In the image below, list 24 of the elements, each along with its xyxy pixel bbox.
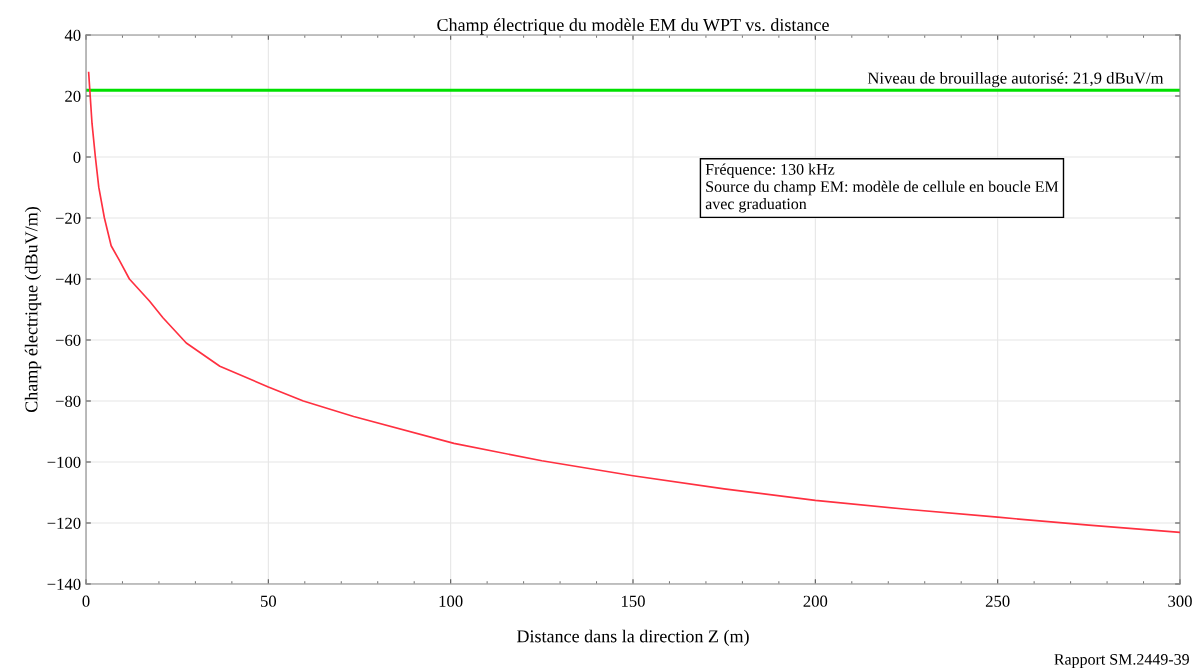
y-tick-label: 40 — [64, 29, 81, 41]
y-tick-label: −100 — [47, 456, 81, 468]
y-tick-label: −40 — [55, 273, 81, 285]
x-tick-label: 150 — [621, 595, 645, 607]
y-tick-label: 20 — [65, 90, 81, 102]
y-tick-label: −140 — [47, 578, 81, 590]
x-tick-label: 50 — [260, 595, 277, 607]
text: Rapport SM.2449-39 — [1054, 654, 1189, 668]
ref-line-label: Niveau de brouillage autorisé: 21,9 dBuV/m — [867, 71, 1164, 88]
y-tick-label: 0 — [73, 151, 81, 163]
x-tick-label: 300 — [1168, 595, 1192, 607]
y-tick-label: −60 — [55, 334, 81, 346]
line-series — [87, 71, 1180, 534]
y-tick-label: −80 — [55, 395, 81, 407]
annotation: Fréquence: 130 kHz Source du champ EM: modèle de cellule en boucle EM avec graduation — [705, 163, 1059, 213]
y-axis-title: Champ électrique (dBuV/m) — [24, 207, 42, 413]
chart-title: Champ électrique du modèle EM du WPT vs. distance — [437, 18, 829, 35]
x-tick-label: 100 — [439, 595, 463, 607]
y-tick-label: −20 — [55, 212, 81, 224]
y-tick-label: −120 — [47, 517, 81, 529]
x-axis-title: Distance dans la direction Z (m) — [516, 629, 749, 647]
x-tick-label: 200 — [803, 595, 828, 607]
x-tick-label: 0 — [82, 595, 90, 607]
x-tick-label: 250 — [985, 595, 1010, 607]
